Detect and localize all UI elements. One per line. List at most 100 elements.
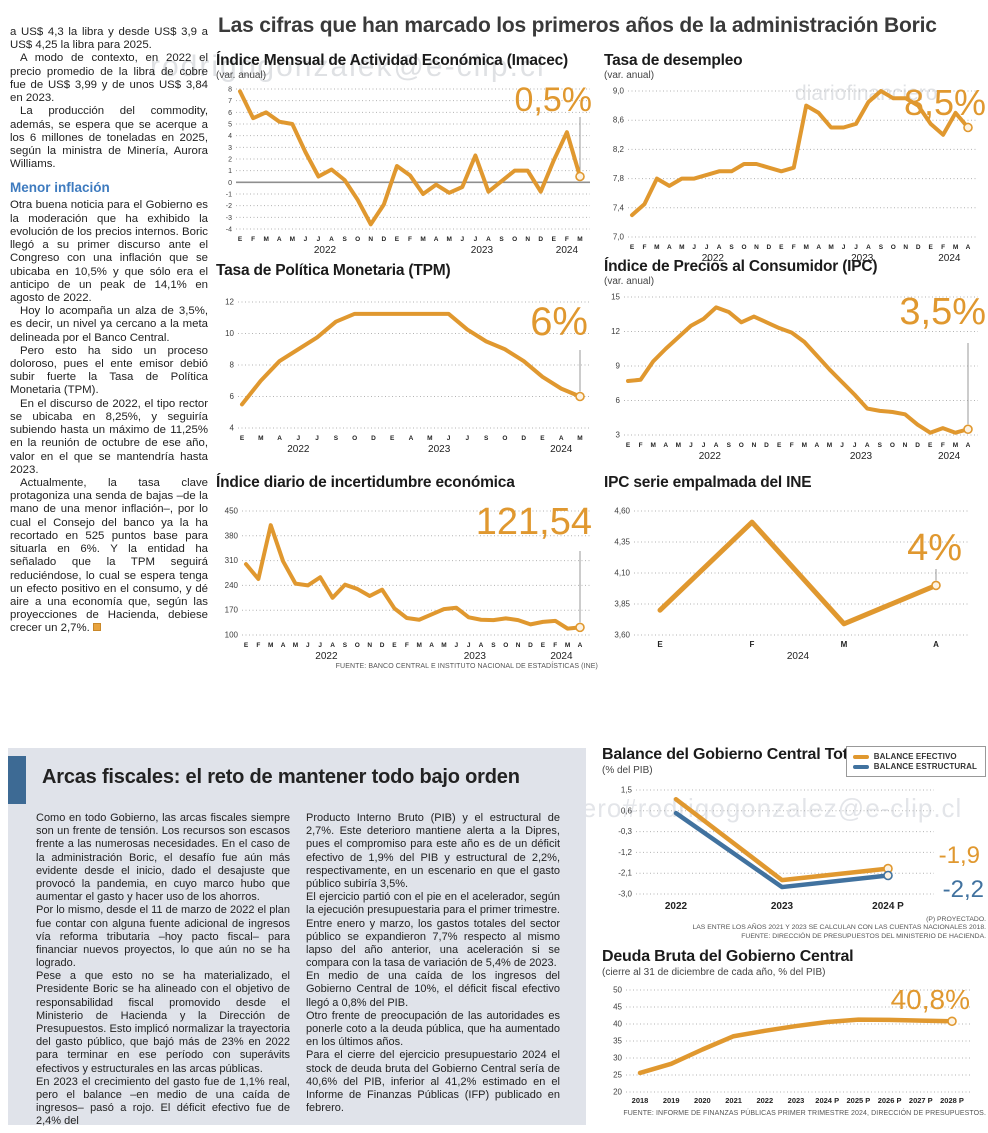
chart-value-label: 8,5%	[903, 82, 986, 124]
svg-text:O: O	[512, 236, 517, 243]
tpm-line-chart: 6% 12 10 8 6 4 E M A J J S O D E A M J J S O D E A M 2022 2023 202…	[216, 294, 598, 454]
svg-text:M: M	[427, 435, 432, 442]
svg-text:A: A	[429, 642, 434, 649]
svg-text:2023: 2023	[428, 444, 451, 454]
desempleo-line-chart: 8,5% 9,0 8,6 8,2 7,8 7,4 7,0 E F M A M J J A S O N D E F M A M…	[604, 82, 986, 264]
chart-subtitle: (cierre al 31 de diciembre de cada año, …	[602, 966, 826, 978]
svg-text:A: A	[667, 244, 672, 251]
svg-text:A: A	[486, 236, 491, 243]
svg-text:J: J	[306, 642, 310, 649]
svg-text:8: 8	[228, 87, 232, 94]
empalmada-line-chart: 4% 4,60 4,35 4,10 3,85 3,60 E F M A 2024	[604, 503, 986, 661]
svg-text:E: E	[928, 442, 933, 449]
svg-text:E: E	[244, 642, 249, 649]
svg-text:2024: 2024	[556, 245, 579, 255]
svg-text:12: 12	[611, 327, 620, 336]
svg-text:A: A	[559, 435, 564, 442]
svg-text:N: N	[903, 442, 908, 449]
svg-text:-0,3: -0,3	[618, 827, 632, 836]
svg-text:M: M	[676, 442, 681, 449]
svg-text:7,0: 7,0	[613, 233, 625, 242]
svg-text:25: 25	[613, 1070, 622, 1079]
svg-text:J: J	[297, 435, 301, 442]
svg-text:O: O	[891, 244, 896, 251]
svg-text:N: N	[525, 236, 530, 243]
svg-text:A: A	[330, 642, 335, 649]
svg-text:50: 50	[613, 985, 622, 994]
svg-text:M: M	[650, 442, 655, 449]
svg-text:E: E	[657, 640, 663, 649]
svg-text:A: A	[578, 642, 583, 649]
svg-text:N: N	[752, 442, 757, 449]
svg-text:12: 12	[225, 298, 234, 307]
chart-title: Deuda Bruta del Gobierno Central	[602, 948, 854, 965]
svg-text:240: 240	[225, 581, 239, 590]
fiscal-paragraph: Como en todo Gobierno, las arcas fiscale…	[36, 812, 290, 904]
svg-text:2022: 2022	[756, 1096, 773, 1105]
article-paragraph: La producción del commodity, además, se …	[10, 105, 208, 171]
svg-text:2028 P: 2028 P	[940, 1096, 964, 1105]
article-column: a US$ 4,3 la libra y desde US$ 3,9 a US$…	[10, 26, 208, 636]
svg-text:-4: -4	[226, 227, 232, 234]
svg-text:M: M	[804, 244, 809, 251]
svg-text:J: J	[689, 442, 693, 449]
fiscal-paragraph: Para el cierre del ejercicio presupuesta…	[306, 1049, 560, 1115]
article-paragraph: Hoy lo acompaña un alza de 3,5%, es deci…	[10, 305, 208, 344]
svg-text:J: J	[854, 244, 858, 251]
svg-text:E: E	[777, 442, 782, 449]
svg-text:A: A	[865, 442, 870, 449]
svg-text:N: N	[754, 244, 759, 251]
svg-text:-3,0: -3,0	[618, 889, 632, 898]
svg-text:8,6: 8,6	[613, 116, 625, 125]
svg-text:2023: 2023	[850, 451, 873, 461]
legend-label: BALANCE EFECTIVO	[873, 752, 957, 761]
article-paragraph: Otra buena noticia para el Gobierno es l…	[10, 199, 208, 304]
svg-text:F: F	[405, 642, 409, 649]
svg-text:15: 15	[611, 293, 620, 302]
svg-text:M: M	[827, 442, 832, 449]
svg-text:4,60: 4,60	[614, 507, 630, 516]
svg-text:30: 30	[613, 1053, 622, 1062]
footnote: LAS ENTRE LOS AÑOS 2021 Y 2023 SE CALCUL…	[692, 924, 986, 932]
svg-text:A: A	[329, 236, 334, 243]
svg-text:40: 40	[613, 1019, 622, 1028]
svg-text:F: F	[408, 236, 412, 243]
source-note: FUENTE: BANCO CENTRAL E INSTITUTO NACION…	[335, 663, 598, 671]
svg-text:O: O	[352, 435, 357, 442]
svg-text:2023: 2023	[851, 253, 874, 263]
svg-text:O: O	[502, 435, 507, 442]
svg-text:2024: 2024	[938, 253, 961, 263]
chart-value-label: 40,8%	[890, 983, 970, 1015]
ipc-line-chart: 3,5% 15 12 9 6 3 E F M A M J J A S O N D E F M A M J J A S O N D E F M A…	[604, 289, 986, 462]
svg-text:2023: 2023	[464, 651, 487, 661]
svg-text:J: J	[853, 442, 857, 449]
svg-text:45: 45	[613, 1002, 622, 1011]
svg-text:A: A	[815, 442, 820, 449]
svg-text:2024: 2024	[550, 651, 573, 661]
svg-text:M: M	[654, 244, 659, 251]
svg-text:M: M	[802, 442, 807, 449]
svg-text:2022: 2022	[699, 451, 722, 461]
article-paragraph: a US$ 4,3 la libra y desde US$ 3,9 a US$…	[10, 26, 208, 52]
svg-text:10: 10	[225, 329, 234, 338]
svg-text:D: D	[764, 442, 769, 449]
svg-text:M: M	[441, 642, 446, 649]
svg-text:A: A	[966, 244, 971, 251]
svg-text:2023: 2023	[788, 1096, 805, 1105]
svg-text:100: 100	[225, 631, 239, 640]
svg-text:S: S	[729, 244, 734, 251]
svg-text:M: M	[577, 435, 582, 442]
fiscal-box-column-2: Producto Interno Bruto (PIB) y el estruc…	[306, 812, 560, 1129]
svg-text:J: J	[317, 236, 321, 243]
svg-text:M: M	[263, 236, 268, 243]
svg-text:2024: 2024	[938, 451, 961, 461]
svg-text:-2,1: -2,1	[618, 868, 632, 877]
svg-text:8,2: 8,2	[613, 145, 625, 154]
svg-text:J: J	[474, 236, 478, 243]
svg-text:3: 3	[228, 145, 232, 152]
svg-text:J: J	[460, 236, 464, 243]
svg-text:M: M	[290, 236, 295, 243]
svg-text:M: M	[953, 442, 958, 449]
svg-text:J: J	[842, 244, 846, 251]
chart-subtitle: (% del PIB)	[602, 764, 653, 776]
